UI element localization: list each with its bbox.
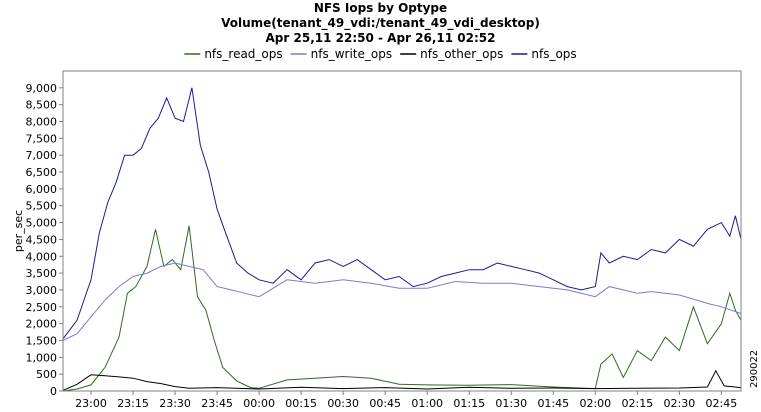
y-tick-label: 6,500 [26,166,58,179]
series-line-nfs-read-ops [62,225,742,392]
y-axis: 0 500 1,000 1,500 2,000 2,500 3,000 3,500 4,000 4… [26,82,63,398]
y-tick-label: 1,500 [26,334,58,347]
x-tick-label: 02:30 [664,397,696,410]
y-tick-label: 7,500 [26,132,58,145]
y-tick-label: 9,000 [26,82,58,95]
y-tick-label: 4,500 [26,233,58,246]
x-axis: 23:00 23:15 23:30 23:45 00:00 00:15 00:30 00:45… [75,391,737,410]
series-line-nfs-write-ops [62,262,742,341]
y-tick-label: 500 [36,368,57,381]
x-tick-label: 01:45 [537,397,569,410]
y-tick-label: 1,000 [26,351,58,364]
y-tick-label: 7,000 [26,149,58,162]
y-tick-label: 4,000 [26,250,58,263]
x-tick-label: 23:30 [159,397,191,410]
y-tick-label: 2,000 [26,318,58,331]
y-axis-label: per_sec [12,210,25,252]
y-tick-label: 0 [50,385,57,398]
chart-date-range: Apr 25,11 22:50 - Apr 26,11 02:52 [265,31,496,45]
y-tick-label: 3,500 [26,267,58,280]
legend-label-nfs-write-ops: nfs_write_ops [311,47,392,61]
x-tick-label: 01:15 [453,397,485,410]
legend-label-nfs-ops: nfs_ops [531,47,576,61]
y-tick-label: 5,000 [26,217,58,230]
y-tick-label: 6,000 [26,183,58,196]
y-tick-label: 2,500 [26,301,58,314]
series-line-nfs-other-ops [62,369,742,391]
y-tick-label: 8,500 [26,99,58,112]
legend: nfs_read_ops nfs_write_ops nfs_other_ops nf… [184,47,577,61]
plot-frame [62,70,742,392]
x-tick-label: 01:30 [495,397,527,410]
y-tick-label: 8,000 [26,116,58,129]
watermark-label: 290022 [749,350,760,388]
plot-lines [62,87,742,392]
x-tick-label: 02:45 [706,397,738,410]
x-tick-label: 00:00 [243,397,275,410]
x-tick-label: 23:45 [201,397,233,410]
y-tick-label: 3,000 [26,284,58,297]
chart-subtitle: Volume(tenant_49_vdi:/tenant_49_vdi_desk… [221,16,540,30]
x-tick-label: 23:00 [75,397,107,410]
y-tick-label: 5,500 [26,200,58,213]
x-tick-label: 02:15 [621,397,653,410]
x-tick-label: 00:45 [369,397,401,410]
chart-title: NFS Iops by Optype [313,1,448,15]
legend-label-nfs-other-ops: nfs_other_ops [420,47,503,61]
x-tick-label: 02:00 [579,397,611,410]
x-tick-label: 23:15 [117,397,149,410]
legend-label-nfs-read-ops: nfs_read_ops [204,47,282,61]
series-line-nfs-ops [62,87,742,340]
x-tick-label: 01:00 [411,397,443,410]
x-tick-label: 00:15 [285,397,317,410]
x-tick-label: 00:30 [327,397,359,410]
